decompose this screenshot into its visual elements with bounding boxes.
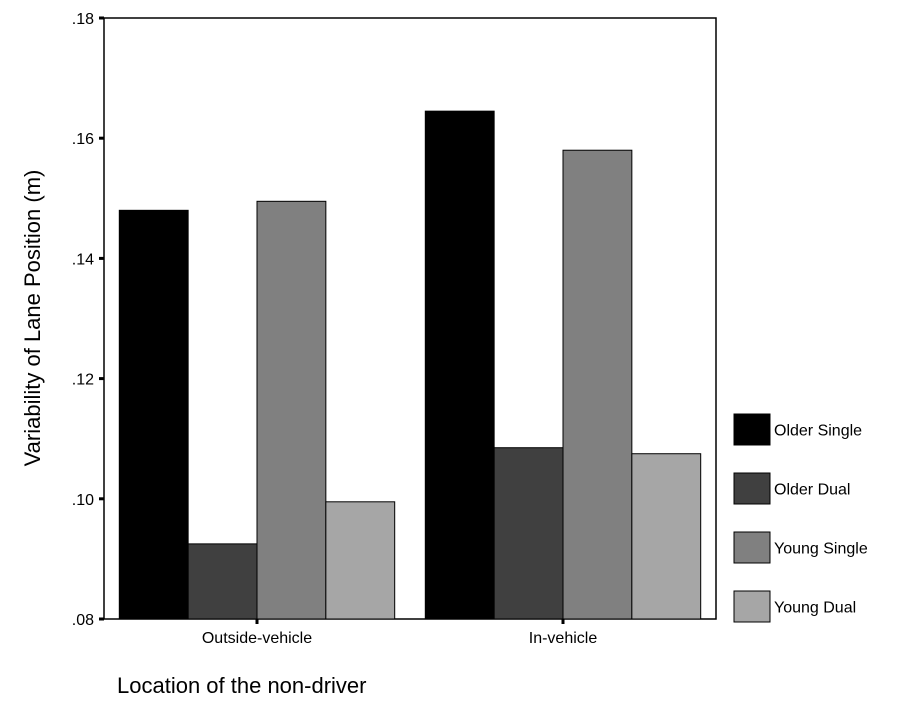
- y-axis: .08 .10 .12 .14 .16 .18: [72, 11, 104, 629]
- x-tick-label: In-vehicle: [529, 630, 598, 647]
- legend-label: Older Dual: [774, 482, 850, 499]
- legend-label: Older Single: [774, 423, 862, 440]
- y-axis-title: Variability of Lane Position (m): [20, 170, 45, 467]
- y-tick-label: .10: [72, 492, 94, 509]
- legend-swatch: [733, 413, 771, 446]
- y-tick-label: .12: [72, 372, 94, 389]
- legend-label: Young Single: [774, 541, 868, 558]
- legend-swatch: [733, 590, 771, 623]
- y-tick-label: .16: [72, 131, 94, 148]
- y-tick-label: .14: [72, 251, 94, 268]
- bar-older-dual-outside-vehicle: [187, 543, 258, 620]
- bar-young-single-outside-vehicle: [256, 200, 327, 620]
- x-axis: Outside-vehicle In-vehicle: [202, 619, 597, 647]
- bar-older-single-in-vehicle: [424, 110, 495, 620]
- bar-older-single-outside-vehicle: [118, 209, 189, 620]
- legend: Older Single Older Dual Young Single Young …: [733, 413, 868, 623]
- legend-swatch: [733, 531, 771, 564]
- y-tick-label: .18: [72, 11, 94, 28]
- y-tick-label: .08: [72, 612, 94, 629]
- bar-older-dual-in-vehicle: [493, 447, 564, 620]
- legend-label: Young Dual: [774, 600, 856, 617]
- x-tick-label: Outside-vehicle: [202, 630, 312, 647]
- bar-young-dual-in-vehicle: [631, 453, 702, 620]
- bars-layer: [118, 110, 702, 620]
- legend-swatch: [733, 472, 771, 505]
- bar-young-dual-outside-vehicle: [325, 501, 396, 620]
- x-axis-title: Location of the non-driver: [117, 673, 367, 698]
- bar-young-single-in-vehicle: [562, 149, 633, 620]
